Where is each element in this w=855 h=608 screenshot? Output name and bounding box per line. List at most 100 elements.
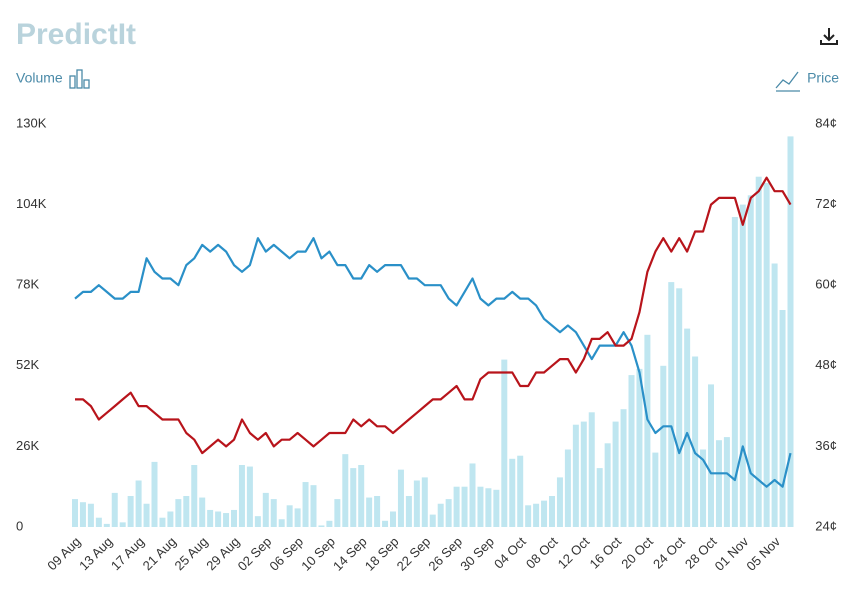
- volume-bar: [238, 465, 245, 527]
- volume-bar: [374, 496, 381, 527]
- volume-bar: [262, 492, 269, 527]
- volume-bar: [660, 365, 667, 527]
- volume-bar: [501, 359, 508, 527]
- x-tick-label: 20 Oct: [618, 534, 656, 572]
- volume-bar: [135, 480, 142, 527]
- volume-bar: [604, 443, 611, 527]
- volume-bar: [620, 409, 627, 527]
- volume-bar: [278, 519, 285, 527]
- y2-tick-label: 24¢: [815, 518, 837, 533]
- volume-bar: [231, 509, 237, 527]
- volume-bar: [87, 503, 94, 527]
- price-icon: [775, 71, 800, 92]
- volume-bar: [445, 499, 452, 527]
- volume-bar: [119, 522, 126, 527]
- volume-bar: [715, 440, 722, 527]
- volume-bar: [79, 502, 86, 527]
- volume-bar: [207, 509, 214, 527]
- volume-bar: [763, 182, 770, 527]
- x-tick-label: 13 Aug: [76, 534, 115, 573]
- y-tick-label: 104K: [16, 196, 47, 211]
- volume-bar: [612, 421, 619, 527]
- volume-bar: [700, 449, 707, 527]
- x-tick-label: 14 Sep: [330, 534, 370, 574]
- volume-bar: [723, 437, 730, 527]
- volume-bar: [596, 468, 603, 527]
- volume-bar: [509, 458, 516, 527]
- volume-bar: [692, 356, 699, 527]
- x-tick-label: 08 Oct: [523, 534, 561, 572]
- volume-bar: [358, 465, 365, 527]
- price-line: [74, 237, 792, 488]
- x-tick-label: 02 Sep: [235, 534, 275, 574]
- volume-bar: [668, 282, 675, 527]
- volume-bar: [310, 485, 317, 527]
- volume-bar: [143, 503, 150, 527]
- volume-bar: [246, 466, 253, 527]
- volume-bar: [318, 525, 325, 527]
- x-tick-label: 12 Oct: [555, 534, 593, 572]
- volume-bar: [437, 503, 444, 527]
- volume-bar: [453, 486, 460, 527]
- volume-bar: [326, 520, 333, 527]
- x-tick-label: 01 Nov: [712, 534, 752, 574]
- price-line: [75, 176, 792, 455]
- volume-bar: [564, 449, 571, 527]
- volume-bar: [270, 499, 277, 527]
- volume-bar: [580, 421, 587, 527]
- y2-tick-label: 48¢: [815, 357, 837, 372]
- volume-bar: [477, 486, 484, 527]
- volume-bar: [572, 424, 579, 527]
- volume-bar: [541, 500, 548, 527]
- x-tick-label: 30 Sep: [457, 534, 497, 574]
- volume-bar: [405, 496, 412, 527]
- volume-bar: [390, 511, 396, 527]
- volume-bar: [191, 465, 198, 527]
- volume-bar: [628, 375, 635, 527]
- y-tick-label: 0: [16, 518, 23, 533]
- x-tick-label: 29 Aug: [203, 534, 242, 573]
- volume-bar: [254, 516, 261, 527]
- volume-bar: [151, 461, 158, 527]
- volume-bar: [286, 505, 293, 527]
- volume-bar: [556, 477, 563, 527]
- y-tick-label: 26K: [16, 438, 39, 453]
- volume-bar: [342, 454, 349, 527]
- volume-bar: [223, 513, 230, 527]
- y2-axis-title: Price: [807, 70, 839, 86]
- volume-bar: [684, 328, 691, 527]
- y2-tick-label: 84¢: [815, 115, 837, 130]
- x-tick-label: 26 Sep: [425, 534, 465, 574]
- volume-bar: [493, 489, 500, 527]
- x-tick-label: 17 Aug: [108, 534, 147, 573]
- volume-bar: [167, 511, 174, 527]
- volume-bar: [302, 482, 309, 527]
- y2-tick-label: 36¢: [815, 438, 837, 453]
- x-tick-label: 16 Oct: [586, 534, 624, 572]
- x-tick-label: 22 Sep: [394, 534, 434, 574]
- volume-bar: [779, 310, 786, 527]
- volume-bar: [382, 520, 389, 527]
- volume-bar: [676, 288, 683, 527]
- y2-tick-label: 72¢: [815, 196, 837, 211]
- x-tick-label: 18 Sep: [362, 534, 402, 574]
- volume-bar: [644, 334, 651, 527]
- y-tick-label: 78K: [16, 277, 39, 292]
- x-tick-label: 06 Sep: [266, 534, 306, 574]
- volume-bar: [334, 499, 341, 527]
- volume-bar: [549, 496, 555, 527]
- download-icon[interactable]: [820, 28, 838, 45]
- volume-bar: [199, 497, 206, 527]
- volume-bar: [397, 469, 404, 527]
- volume-bar: [421, 477, 428, 527]
- volume-bar: [517, 455, 524, 527]
- volume-bar: [72, 499, 78, 527]
- volume-bar: [747, 195, 754, 528]
- volume-icon: [69, 69, 90, 89]
- volume-bar: [183, 496, 190, 527]
- x-tick-label: 04 Oct: [491, 534, 529, 572]
- volume-bar: [159, 517, 166, 527]
- volume-bar: [787, 136, 794, 527]
